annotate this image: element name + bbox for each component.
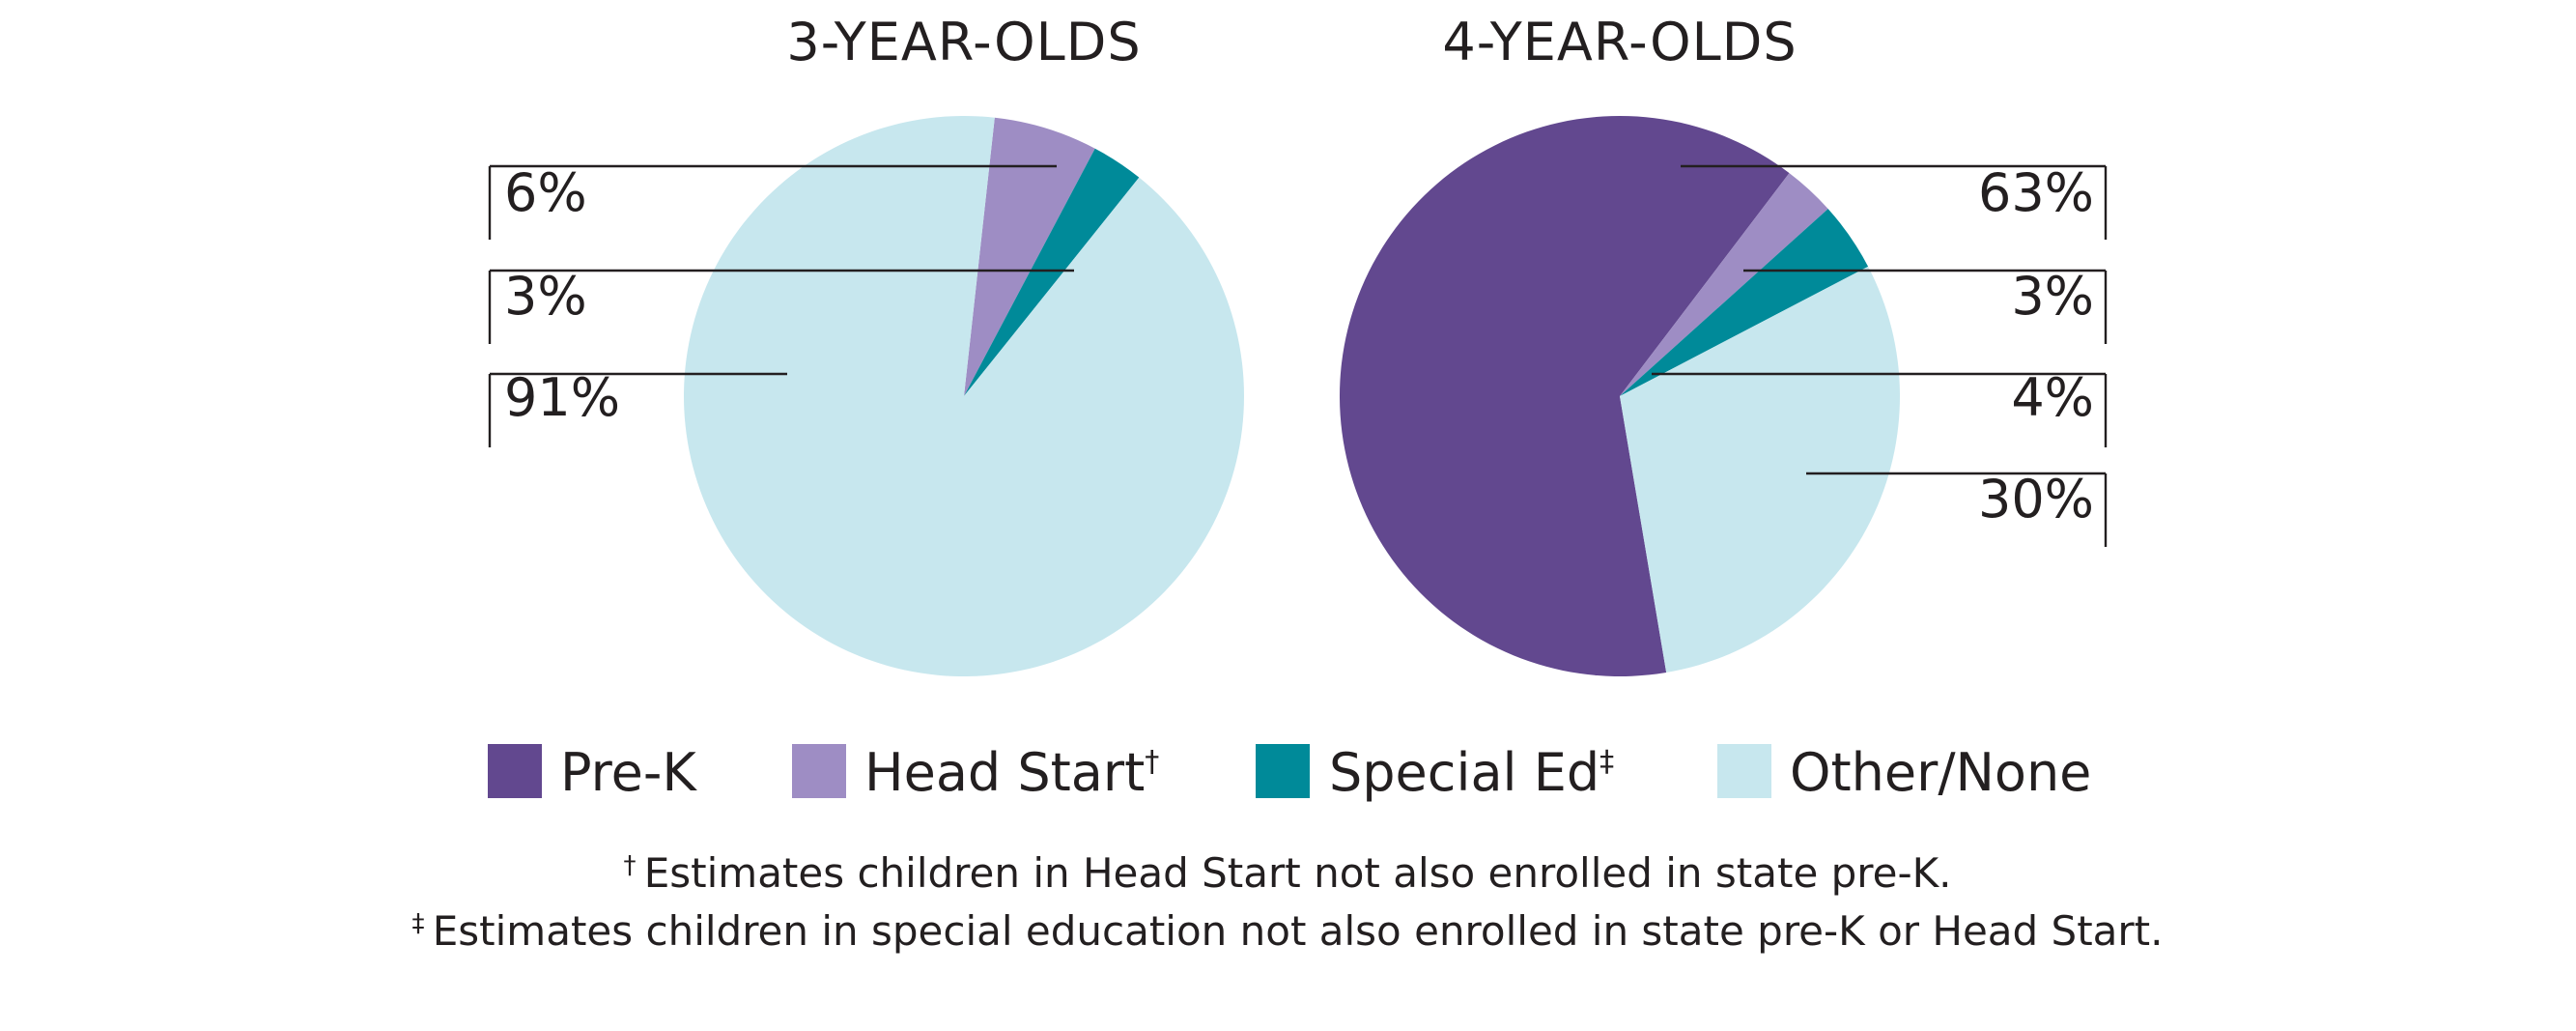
pie-slice-pre-k <box>1339 115 1790 676</box>
footnote-mark: † <box>623 851 643 880</box>
slice-value-label: 30% <box>1978 469 2094 530</box>
slice-value-label: 4% <box>2011 367 2094 428</box>
legend-swatch <box>1256 744 1310 798</box>
pie-title: 4-YEAR-OLDS <box>1442 12 1797 72</box>
footnote-text: Estimates children in Head Start not als… <box>644 849 1952 897</box>
pie-chart-1: 3-YEAR-OLDS 6% 3% 91% <box>488 12 1244 676</box>
pie-title: 3-YEAR-OLDS <box>786 12 1141 72</box>
pie-slice-head-start <box>964 117 1095 396</box>
footnote-mark: ‡ <box>411 909 432 938</box>
legend-item-other-none: Other/None <box>1717 742 2091 803</box>
legend-swatch <box>488 744 542 798</box>
slice-value-label: 6% <box>504 162 587 223</box>
pie-slice-head-start <box>1620 173 1828 396</box>
legend-swatch <box>792 744 846 798</box>
footnote-text: Estimates children in special education … <box>433 907 2164 955</box>
legend: Pre-K Head Start† Special Ed‡ Other/None <box>488 742 2091 803</box>
slice-value-label: 3% <box>2011 266 2094 327</box>
pie-layer: 3-YEAR-OLDS 6% 3% 91% 4-YEAR-OLDS 63% 3% 4% 30% <box>488 12 2108 676</box>
legend-item-head-start: Head Start† <box>792 742 1159 803</box>
legend-swatch <box>1717 744 1771 798</box>
legend-mark: † <box>1145 745 1159 779</box>
pie-slice-special-ed <box>1620 209 1869 396</box>
footnote-1: † Estimates children in Head Start not a… <box>623 849 1951 897</box>
legend-item-pre-k: Pre-K <box>488 742 697 803</box>
legend-label: Head Start† <box>864 742 1159 803</box>
pie-slice-other-none <box>1620 266 1901 673</box>
pie-slice-other-none <box>683 115 1244 676</box>
slice-value-label: 63% <box>1978 162 2094 223</box>
legend-label: Pre-K <box>560 742 697 803</box>
legend-item-special-ed: Special Ed‡ <box>1256 742 1614 803</box>
pie-slice-special-ed <box>964 148 1140 396</box>
footnote-2: ‡ Estimates children in special educatio… <box>411 907 2163 955</box>
legend-label: Other/None <box>1790 742 2091 803</box>
slice-value-label: 3% <box>504 266 587 327</box>
pie-chart-2: 4-YEAR-OLDS 63% 3% 4% 30% <box>1339 12 2108 676</box>
slice-value-label: 91% <box>504 367 620 428</box>
legend-mark: ‡ <box>1599 745 1614 779</box>
footnotes: † Estimates children in Head Start not a… <box>411 849 2163 955</box>
legend-label: Special Ed‡ <box>1329 742 1614 803</box>
